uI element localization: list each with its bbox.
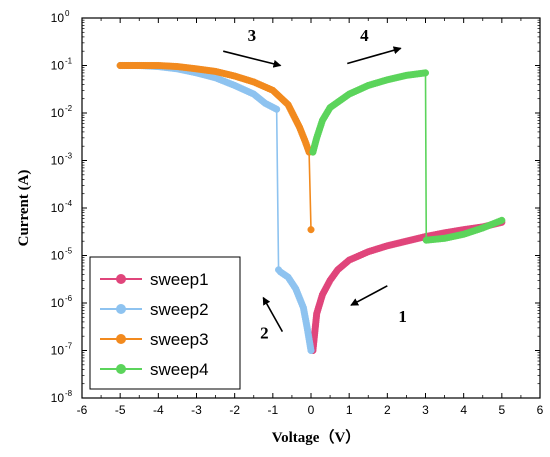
y-tick-exponent: -5 [65, 247, 73, 256]
y-tick-exponent: -2 [65, 104, 73, 113]
sweep-number-label: 4 [360, 26, 369, 45]
series-sweep4 [309, 69, 506, 244]
y-tick-label: 10 [51, 296, 65, 310]
axes: -6 -5 -4 -3 -2 -1 0 1 2 3 4 5 610 -810 -710 -610 -510 -41… [16, 9, 544, 446]
y-tick-exponent: -7 [65, 342, 73, 351]
direction-arrow [350, 285, 388, 306]
y-tick-label: 10 [51, 391, 65, 405]
y-axis-title: Current (A) [16, 170, 32, 247]
x-tick-label: -2 [229, 403, 240, 417]
direction-arrow [347, 46, 402, 65]
x-tick-label: -4 [153, 403, 164, 417]
x-tick-label: -1 [267, 403, 278, 417]
x-tick-label: -5 [115, 403, 126, 417]
y-tick-label: 10 [51, 11, 65, 25]
x-tick-label: 6 [537, 403, 544, 417]
legend-swatch-marker [116, 364, 126, 374]
direction-arrow [223, 50, 282, 68]
legend-label: sweep1 [150, 270, 209, 289]
annotations: 1 2 3 4 [223, 26, 407, 342]
y-tick-exponent: -1 [65, 57, 73, 66]
legend-swatch-marker [116, 334, 126, 344]
y-tick-exponent: -8 [65, 389, 73, 398]
legend-swatch-marker [116, 274, 126, 284]
y-tick-label: 10 [51, 106, 65, 120]
y-tick-exponent: -3 [65, 152, 73, 161]
series-sweep1 [309, 218, 506, 355]
legend: sweep1 sweep2 sweep3 sweep4 [89, 256, 241, 390]
sweep-number-label: 2 [260, 323, 269, 342]
x-axis-title: Voltage（V） [272, 428, 361, 446]
y-tick-label: 10 [51, 59, 65, 73]
y-tick-exponent: 0 [65, 9, 70, 18]
x-tick-label: 5 [498, 403, 505, 417]
sweep2-point [275, 266, 283, 274]
sweep-number-label: 1 [398, 307, 407, 326]
series-sweep3 [116, 61, 315, 234]
x-tick-label: 0 [308, 403, 315, 417]
x-tick-label: 1 [346, 403, 353, 417]
legend-label: sweep2 [150, 300, 209, 319]
x-tick-label: -6 [77, 403, 88, 417]
sweep4-point [498, 216, 506, 224]
x-tick-label: 2 [384, 403, 391, 417]
sweep-number-label: 3 [248, 26, 257, 45]
legend-swatch-marker [116, 304, 126, 314]
sweep4-point [421, 69, 430, 77]
y-tick-label: 10 [51, 344, 65, 358]
direction-arrow [262, 296, 284, 332]
y-tick-exponent: -4 [65, 199, 73, 208]
x-tick-label: 3 [422, 403, 429, 417]
series-layer [116, 61, 506, 355]
y-tick-label: 10 [51, 201, 65, 215]
x-tick-label: 4 [460, 403, 467, 417]
sweep3-point [307, 226, 315, 234]
y-tick-label: 10 [51, 154, 65, 168]
legend-label: sweep3 [150, 330, 209, 349]
legend-label: sweep4 [150, 360, 209, 379]
y-tick-label: 10 [51, 249, 65, 263]
y-tick-exponent: -6 [65, 294, 73, 303]
sweep3-line [120, 64, 312, 230]
x-tick-label: -3 [191, 403, 202, 417]
